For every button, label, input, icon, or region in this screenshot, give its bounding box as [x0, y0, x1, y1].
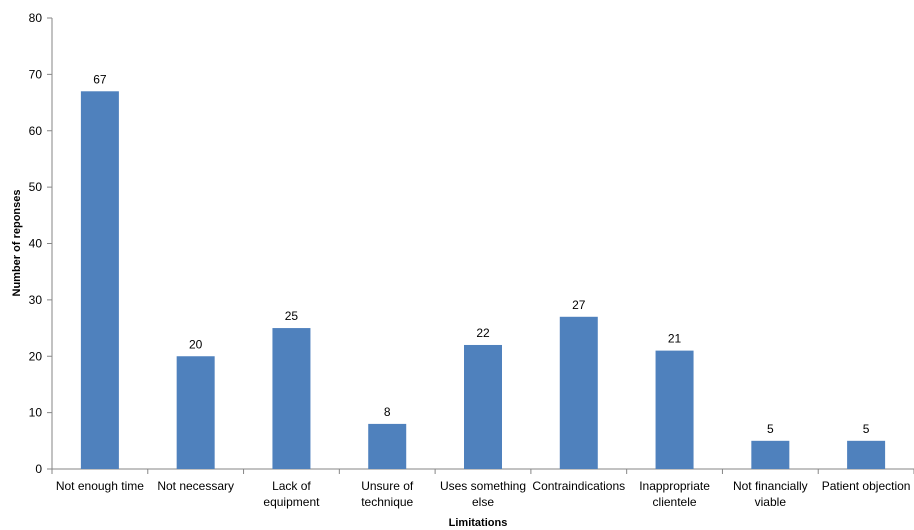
x-tick-label-line: Lack of	[272, 479, 311, 493]
data-label: 27	[572, 298, 586, 312]
y-tick-label: 30	[29, 293, 43, 307]
data-label: 22	[476, 326, 490, 340]
bar	[272, 328, 311, 469]
x-tick-label-line: Contraindications	[532, 479, 625, 493]
x-tick-label-line: else	[472, 495, 494, 509]
bar	[559, 316, 598, 469]
data-label: 5	[767, 422, 774, 436]
x-tick-label-line: Unsure of	[361, 479, 414, 493]
x-tick-label-line: technique	[361, 495, 413, 509]
x-tick-label-line: Patient objection	[822, 479, 911, 493]
bar	[655, 350, 694, 469]
y-tick-label: 70	[29, 67, 43, 81]
data-label: 25	[285, 309, 299, 323]
y-tick-label: 40	[29, 237, 43, 251]
x-tick-label-line: Inappropriate	[639, 479, 710, 493]
x-tick-label-line: Not enough time	[56, 479, 144, 493]
x-tick-label: Not enough time	[56, 479, 144, 493]
bar	[464, 344, 502, 469]
x-tick-label: Patient objection	[822, 479, 911, 493]
x-tick-label-line: Not financially	[733, 479, 808, 493]
y-axis: 0 10 20 30 40 50 60 70 80	[29, 11, 53, 476]
x-axis: Not enough time Not necessary Lack of equip…	[51, 468, 914, 509]
bar	[847, 440, 886, 469]
bar	[80, 91, 119, 469]
bar	[176, 356, 215, 469]
data-label: 20	[189, 337, 203, 351]
data-label: 8	[384, 405, 391, 419]
x-tick-label: Unsure of technique	[361, 479, 414, 509]
x-tick-label: Uses something else	[440, 479, 526, 509]
x-tick-label-line: clientele	[653, 495, 697, 509]
x-tick-label: Not financially viable	[733, 479, 808, 509]
x-tick-label: Not necessary	[157, 479, 234, 493]
x-tick-label-line: Not necessary	[157, 479, 234, 493]
data-label: 21	[668, 332, 682, 346]
x-tick-label-line: viable	[755, 495, 787, 509]
bar	[751, 440, 790, 469]
bars	[80, 91, 886, 469]
bar	[368, 423, 407, 469]
y-tick-label: 50	[29, 180, 43, 194]
y-tick-label: 10	[29, 406, 43, 420]
y-tick-label: 0	[35, 462, 42, 476]
data-label: 67	[93, 72, 107, 86]
x-tick-label-line: Uses something	[440, 479, 526, 493]
data-labels: 67 20 25 8 22 27 21 5 5	[93, 72, 870, 436]
x-tick-label: Contraindications	[532, 479, 625, 493]
y-tick-label: 20	[29, 349, 43, 363]
y-tick-label: 60	[29, 124, 43, 138]
x-axis-title: Limitations	[449, 517, 508, 529]
x-tick-label-line: equipment	[263, 495, 320, 509]
x-tick-label: Inappropriate clientele	[639, 479, 710, 509]
data-label: 5	[863, 422, 870, 436]
y-tick-label: 80	[29, 11, 43, 25]
x-tick-label: Lack of equipment	[263, 479, 320, 509]
y-axis-title: Number of reponses	[11, 190, 23, 297]
